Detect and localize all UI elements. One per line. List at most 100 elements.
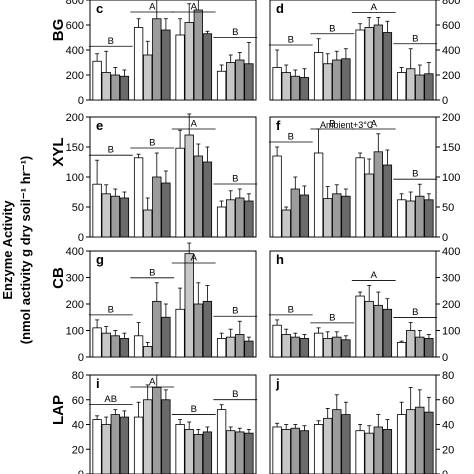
y-tick-label: 400: [442, 45, 460, 57]
significance-letter: B: [232, 27, 238, 38]
bar: [101, 193, 111, 238]
panel-j: 0 20 40 60 80 j: [269, 370, 454, 474]
bar: [355, 157, 365, 238]
panel-letter: i: [96, 376, 100, 391]
significance-letter: B: [108, 145, 114, 156]
bar: [341, 58, 351, 101]
bar: [415, 195, 425, 238]
bar: [133, 335, 144, 358]
row-label: LAP: [50, 395, 67, 425]
bar: [299, 77, 310, 101]
y-tick-label: 80: [442, 370, 454, 382]
bar: [396, 72, 407, 101]
bar: [332, 336, 342, 358]
y-tick-label: 200: [66, 112, 84, 124]
bar: [382, 308, 393, 358]
bar: [406, 200, 416, 238]
y-tick-label: 0: [442, 352, 448, 364]
bar: [272, 324, 282, 358]
bar: [152, 386, 162, 474]
significance-letter: B: [149, 267, 155, 278]
row-label: XYL: [50, 137, 67, 166]
significance-letter: B: [412, 33, 418, 44]
significance-letter: A: [371, 119, 378, 130]
y-tick-label: 150: [66, 142, 84, 154]
significance-letter: A: [371, 270, 378, 281]
bar: [364, 173, 374, 238]
bar: [193, 155, 203, 238]
significance-letter: B: [329, 119, 335, 130]
bar: [92, 60, 102, 101]
panel-letter: d: [276, 1, 284, 16]
panel-e: 0 50 100 150 200 B B A Be XYL: [50, 112, 258, 244]
bar: [92, 419, 102, 474]
bar: [226, 62, 236, 101]
bar: [161, 316, 171, 358]
bar: [364, 300, 374, 358]
bar: [216, 338, 227, 358]
bar: [332, 193, 342, 238]
bar: [272, 155, 282, 238]
bar: [244, 200, 254, 238]
bar: [382, 164, 393, 238]
bar: [92, 327, 102, 358]
bar: [202, 33, 213, 101]
bar: [313, 152, 324, 238]
panel-letter: f: [276, 118, 281, 133]
panel-h: 0 100 200 300 400 B B A Bh: [268, 246, 460, 364]
y-tick-label: 0: [78, 232, 84, 244]
bar: [281, 334, 291, 358]
bar: [364, 27, 374, 101]
bar: [313, 52, 324, 101]
bar: [313, 332, 324, 358]
bar: [152, 300, 162, 358]
global-labels: Enzyme Activity (nmol activity g dry soi…: [0, 156, 33, 345]
bar: [175, 34, 185, 101]
panel-c: 0 200 400 600 800 B A A Bc BG: [50, 0, 258, 107]
bar: [373, 24, 383, 101]
y-tick-label: 50: [442, 202, 454, 214]
significance-letter: B: [288, 304, 294, 315]
significance-letter: B: [412, 169, 418, 180]
significance-letter: B: [108, 304, 114, 315]
bar: [110, 74, 120, 101]
significance-letter: B: [329, 312, 335, 323]
bar: [290, 75, 300, 101]
row-label: CB: [50, 267, 67, 289]
bar: [332, 59, 342, 101]
y-axis-title: Enzyme Activity: [0, 200, 15, 300]
bar: [299, 430, 310, 474]
y-tick-label: 0: [78, 95, 84, 107]
bar: [184, 134, 194, 238]
bar: [424, 338, 434, 358]
bar: [110, 335, 120, 358]
bar: [161, 29, 171, 101]
significance-letter: B: [232, 389, 238, 400]
significance-letter: B: [232, 174, 238, 185]
bar: [290, 188, 300, 238]
bar: [143, 345, 153, 358]
bar: [133, 27, 144, 101]
bar: [290, 427, 300, 474]
bar: [373, 304, 383, 358]
panel-letter: e: [96, 118, 103, 133]
bar: [152, 18, 162, 101]
y-tick-label: 200: [442, 70, 460, 82]
bar: [119, 75, 130, 101]
y-tick-label: 0: [78, 352, 84, 364]
bar: [226, 199, 236, 238]
significance-letter: B: [108, 36, 114, 47]
y-tick-label: 200: [66, 70, 84, 82]
bar: [355, 295, 365, 358]
y-tick-label: 800: [442, 0, 460, 7]
y-tick-label: 600: [442, 20, 460, 32]
bar: [175, 308, 185, 358]
bar: [355, 29, 365, 101]
y-tick-label: 80: [72, 370, 84, 382]
bar: [281, 209, 291, 238]
significance-letter: B: [412, 307, 418, 318]
bar: [202, 300, 213, 358]
bar: [101, 424, 111, 474]
bar: [424, 411, 434, 474]
